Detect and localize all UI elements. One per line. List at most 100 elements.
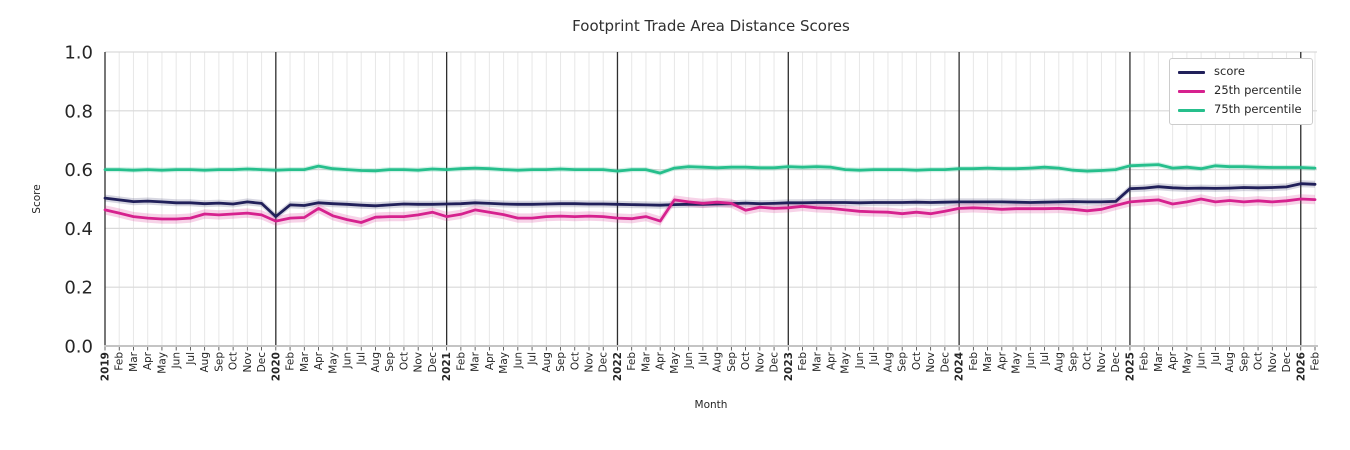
x-tick-label: Dec <box>598 352 610 373</box>
x-tick-label: Aug <box>541 352 553 373</box>
x-tick-label: Feb <box>285 352 297 371</box>
x-tick-label: Nov <box>925 352 937 373</box>
x-tick-label: Feb <box>1139 352 1151 371</box>
legend-label: score <box>1214 64 1245 79</box>
x-tick-label: Nov <box>242 352 254 373</box>
x-tick-label: Apr <box>484 351 496 370</box>
y-tick-label: 0.4 <box>64 219 93 240</box>
legend-label: 25th percentile <box>1214 83 1302 98</box>
x-tick-label: Jun <box>1025 352 1037 369</box>
x-tick-label: Jul <box>868 352 880 366</box>
25th-percentile-line <box>103 197 1317 224</box>
x-tick-label: Aug <box>1224 352 1236 373</box>
x-tick-label: Nov <box>754 352 766 373</box>
x-tick-label: Nov <box>584 352 596 373</box>
legend-entry-score: score <box>1178 64 1302 80</box>
x-tick-label: Nov <box>413 352 425 373</box>
x-tick-label: Jul <box>1039 352 1051 366</box>
x-tick-label: Oct <box>569 352 581 370</box>
x-tick-label: Sep <box>726 352 738 372</box>
x-tick-label-year: 2023 <box>783 352 795 381</box>
x-tick-label: May <box>156 352 168 374</box>
y-tick-label: 0.6 <box>64 160 93 181</box>
x-tick-label: May <box>1011 352 1023 374</box>
x-tick-label: Mar <box>470 351 482 371</box>
chart-title: Footprint Trade Area Distance Scores <box>572 17 850 35</box>
x-tick-label: Feb <box>968 352 980 371</box>
y-axis-label: Score <box>31 184 43 214</box>
x-tick-label: May <box>498 352 510 374</box>
x-tick-label-year: 2026 <box>1295 352 1307 381</box>
x-axis-label: Month <box>694 399 728 411</box>
x-tick-label: Oct <box>1253 352 1265 370</box>
x-tick-label: Aug <box>712 352 724 373</box>
x-tick-label: Jul <box>185 352 197 366</box>
x-tick-label: Feb <box>626 352 638 371</box>
legend-label: 75th percentile <box>1214 102 1302 117</box>
legend-entry-25th-percentile: 25th percentile <box>1178 83 1302 99</box>
x-tick-label-year: 2022 <box>612 352 624 381</box>
x-tick-label: Dec <box>939 352 951 373</box>
x-tick-label: Jun <box>854 352 866 369</box>
x-tick-label: Aug <box>370 352 382 373</box>
x-tick-label: Jul <box>356 352 368 366</box>
x-tick-label: Nov <box>1267 352 1279 373</box>
x-tick-label: Oct <box>1082 352 1094 370</box>
x-tick-label: Dec <box>1110 352 1122 373</box>
legend-swatch-icon <box>1178 108 1205 112</box>
x-tick-label: Jun <box>171 352 183 369</box>
x-tick-label: Apr <box>996 351 1008 370</box>
x-tick-label: Oct <box>398 352 410 370</box>
x-tick-label: Feb <box>1310 352 1322 371</box>
x-tick-label: May <box>840 352 852 374</box>
x-tick-label: Dec <box>1281 352 1293 373</box>
x-tick-label: Jun <box>342 352 354 369</box>
x-tick-label: Nov <box>1096 352 1108 373</box>
x-tick-label: Mar <box>299 351 311 371</box>
x-tick-label-year: 2020 <box>270 352 282 381</box>
x-tick-label: Mar <box>640 351 652 371</box>
legend-swatch-icon <box>1178 89 1205 93</box>
y-tick-label: 1.0 <box>64 43 93 64</box>
25th-percentile-band <box>105 194 1315 228</box>
x-tick-label: Oct <box>911 352 923 370</box>
x-tick-label: May <box>669 352 681 374</box>
x-tick-label: Feb <box>797 352 809 371</box>
x-tick-label: Mar <box>811 351 823 371</box>
x-tick-label: Jun <box>683 352 695 369</box>
x-tick-label: Aug <box>882 352 894 373</box>
x-tick-label: Mar <box>982 351 994 371</box>
x-tick-label: Apr <box>826 351 838 370</box>
x-tick-label: Feb <box>455 352 467 371</box>
score-band <box>105 180 1315 221</box>
x-tick-label: Apr <box>655 351 667 370</box>
x-tick-label: Sep <box>213 352 225 372</box>
x-tick-label: Sep <box>1238 352 1250 372</box>
x-tick-label: Oct <box>740 352 752 370</box>
x-tick-label: May <box>327 352 339 374</box>
x-tick-label: Dec <box>256 352 268 373</box>
x-tick-label: Jul <box>527 352 539 366</box>
x-tick-label-year: 2024 <box>954 352 966 381</box>
y-tick-label: 0.0 <box>64 337 93 358</box>
legend: score 25th percentile 75th percentile <box>1169 58 1313 125</box>
y-tick-label: 0.2 <box>64 278 93 299</box>
x-tick-label: Mar <box>1153 351 1165 371</box>
legend-swatch-icon <box>1178 70 1205 74</box>
x-tick-label-year: 2021 <box>441 352 453 381</box>
x-tick-label: Jun <box>1196 352 1208 369</box>
x-tick-label: Sep <box>897 352 909 372</box>
x-tick-label: Dec <box>427 352 439 373</box>
x-tick-label: Jul <box>697 352 709 366</box>
x-tick-label: Apr <box>1167 351 1179 370</box>
x-tick-label: Jun <box>512 352 524 369</box>
x-tick-label: Apr <box>142 351 154 370</box>
y-tick-label: 0.8 <box>64 101 93 122</box>
x-tick-label: Sep <box>384 352 396 372</box>
75th-percentile-line <box>103 163 1317 175</box>
x-tick-label: Sep <box>555 352 567 372</box>
x-tick-label: Feb <box>114 352 126 371</box>
x-tick-label: Oct <box>228 352 240 370</box>
